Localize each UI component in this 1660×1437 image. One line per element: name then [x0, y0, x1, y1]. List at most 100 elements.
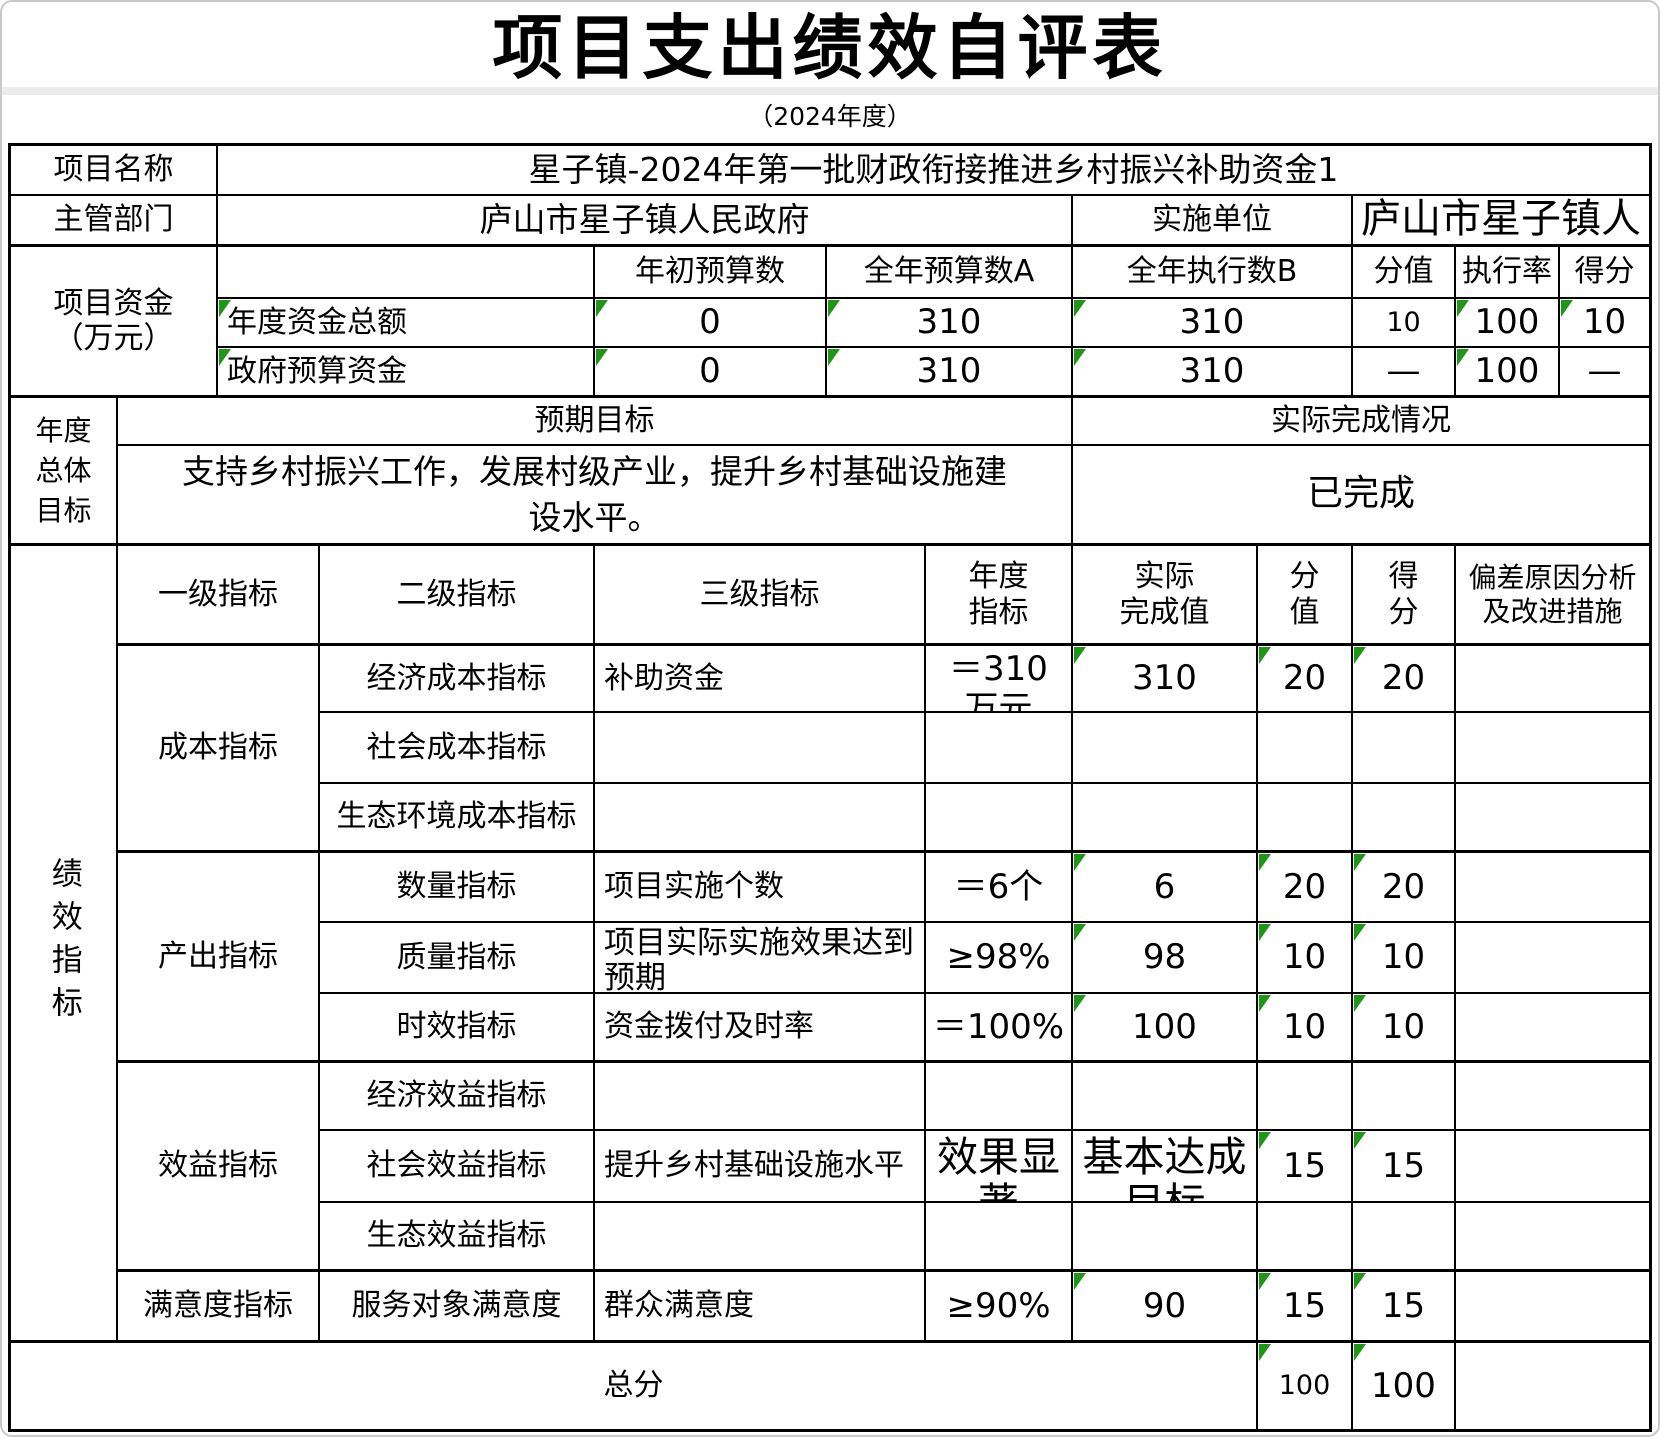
funds-cell: 100 — [1456, 299, 1560, 348]
perf-group-cost: 成本指标 — [118, 646, 320, 853]
perf-score: 20 — [1353, 646, 1456, 713]
dept-label: 主管部门 — [11, 196, 218, 247]
empty-cell — [926, 784, 1073, 853]
funds-col-rate: 执行率 — [1456, 247, 1560, 299]
perf-points: 10 — [1258, 923, 1353, 994]
perf-deviation — [1456, 1272, 1649, 1343]
perf-level3: 项目实施个数 — [595, 853, 926, 923]
perf-level2: 社会效益指标 — [320, 1131, 595, 1203]
perf-level2: 经济效益指标 — [320, 1063, 595, 1131]
page-subtitle: （2024年度） — [748, 102, 912, 131]
perf-group-benefit: 效益指标 — [118, 1063, 320, 1272]
perf-level2: 服务对象满意度 — [320, 1272, 595, 1343]
empty-cell — [1073, 784, 1258, 853]
perf-group-satisfaction: 满意度指标 — [118, 1272, 320, 1343]
total-points: 100 — [1258, 1343, 1353, 1429]
funds-cell: 10 — [1353, 299, 1456, 348]
empty-cell — [1353, 1063, 1456, 1131]
empty-cell — [1073, 713, 1258, 784]
goal-expected-header: 预期目标 — [118, 398, 1073, 446]
funds-label: 项目资金 （万元） — [11, 247, 218, 398]
funds-cell: — — [1353, 348, 1456, 398]
perf-actual: 基本达成 目标 — [1073, 1131, 1258, 1203]
perf-level2: 时效指标 — [320, 994, 595, 1063]
perf-level2: 数量指标 — [320, 853, 595, 923]
empty-cell — [218, 247, 595, 299]
perf-points: 15 — [1258, 1272, 1353, 1343]
perf-points: 10 — [1258, 994, 1353, 1063]
perf-target: ≥98% — [926, 923, 1073, 994]
funds-cell: 10 — [1560, 299, 1649, 348]
empty-cell — [1353, 1203, 1456, 1272]
empty-cell — [1258, 1063, 1353, 1131]
dept-value: 庐山市星子镇人民政府 — [218, 196, 1073, 247]
empty-cell — [1456, 1343, 1649, 1429]
perf-actual: 98 — [1073, 923, 1258, 994]
funds-col-exec-b: 全年执行数B — [1073, 247, 1353, 299]
perf-level3: 群众满意度 — [595, 1272, 926, 1343]
empty-cell — [1258, 1203, 1353, 1272]
empty-cell — [595, 713, 926, 784]
perf-target: 效果显 著 — [926, 1131, 1073, 1203]
funds-col-budget-a: 全年预算数A — [827, 247, 1073, 299]
empty-cell — [1456, 713, 1649, 784]
perf-score: 15 — [1353, 1131, 1456, 1203]
perf-deviation — [1456, 646, 1649, 713]
funds-row-name: 年度资金总额 — [218, 299, 595, 348]
empty-cell — [1258, 713, 1353, 784]
perf-deviation — [1456, 1131, 1649, 1203]
perf-target: ＝6个 — [926, 853, 1073, 923]
perf-score: 10 — [1353, 994, 1456, 1063]
perf-target: ＝100% — [926, 994, 1073, 1063]
perf-actual: 6 — [1073, 853, 1258, 923]
funds-cell: 0 — [595, 299, 827, 348]
goal-actual-header: 实际完成情况 — [1073, 398, 1649, 446]
funds-col-score: 得分 — [1560, 247, 1649, 299]
perf-col-points: 分 值 — [1258, 546, 1353, 646]
row-divider-band — [0, 87, 1660, 95]
perf-points: 20 — [1258, 853, 1353, 923]
perf-actual: 90 — [1073, 1272, 1258, 1343]
perf-col-actual: 实际 完成值 — [1073, 546, 1258, 646]
empty-cell — [1073, 1203, 1258, 1272]
empty-cell — [926, 713, 1073, 784]
goal-expected-text: 支持乡村振兴工作，发展村级产业，提升乡村基础设施建 设水平。 — [118, 446, 1073, 546]
empty-cell — [595, 1203, 926, 1272]
empty-cell — [926, 1063, 1073, 1131]
total-score: 100 — [1353, 1343, 1456, 1429]
perf-level3: 项目实际实施效果达到 预期 — [595, 923, 926, 994]
impl-unit-value: 庐山市星子镇人 — [1353, 196, 1649, 247]
perf-label: 绩效指标 — [11, 546, 118, 1343]
funds-cell: 310 — [827, 348, 1073, 398]
goal-actual-text: 已完成 — [1073, 446, 1649, 546]
perf-level2: 质量指标 — [320, 923, 595, 994]
funds-cell: 310 — [827, 299, 1073, 348]
funds-cell: 0 — [595, 348, 827, 398]
perf-col-level2: 二级指标 — [320, 546, 595, 646]
funds-col-initial: 年初预算数 — [595, 247, 827, 299]
perf-target: ＝310 万元 — [926, 646, 1073, 713]
perf-points: 20 — [1258, 646, 1353, 713]
perf-level3: 资金拨付及时率 — [595, 994, 926, 1063]
funds-cell: — — [1560, 348, 1649, 398]
empty-cell — [595, 784, 926, 853]
empty-cell — [595, 1063, 926, 1131]
perf-col-level1: 一级指标 — [118, 546, 320, 646]
funds-cell: 100 — [1456, 348, 1560, 398]
empty-cell — [1456, 1063, 1649, 1131]
funds-col-points: 分值 — [1353, 247, 1456, 299]
perf-level3: 补助资金 — [595, 646, 926, 713]
perf-col-level3: 三级指标 — [595, 546, 926, 646]
perf-deviation — [1456, 923, 1649, 994]
empty-cell — [926, 1203, 1073, 1272]
perf-deviation — [1456, 994, 1649, 1063]
perf-level2: 社会成本指标 — [320, 713, 595, 784]
perf-deviation — [1456, 853, 1649, 923]
perf-score: 20 — [1353, 853, 1456, 923]
perf-level2: 生态环境成本指标 — [320, 784, 595, 853]
empty-cell — [1073, 1063, 1258, 1131]
empty-cell — [1258, 784, 1353, 853]
empty-cell — [1456, 784, 1649, 853]
total-label: 总分 — [11, 1343, 1258, 1429]
